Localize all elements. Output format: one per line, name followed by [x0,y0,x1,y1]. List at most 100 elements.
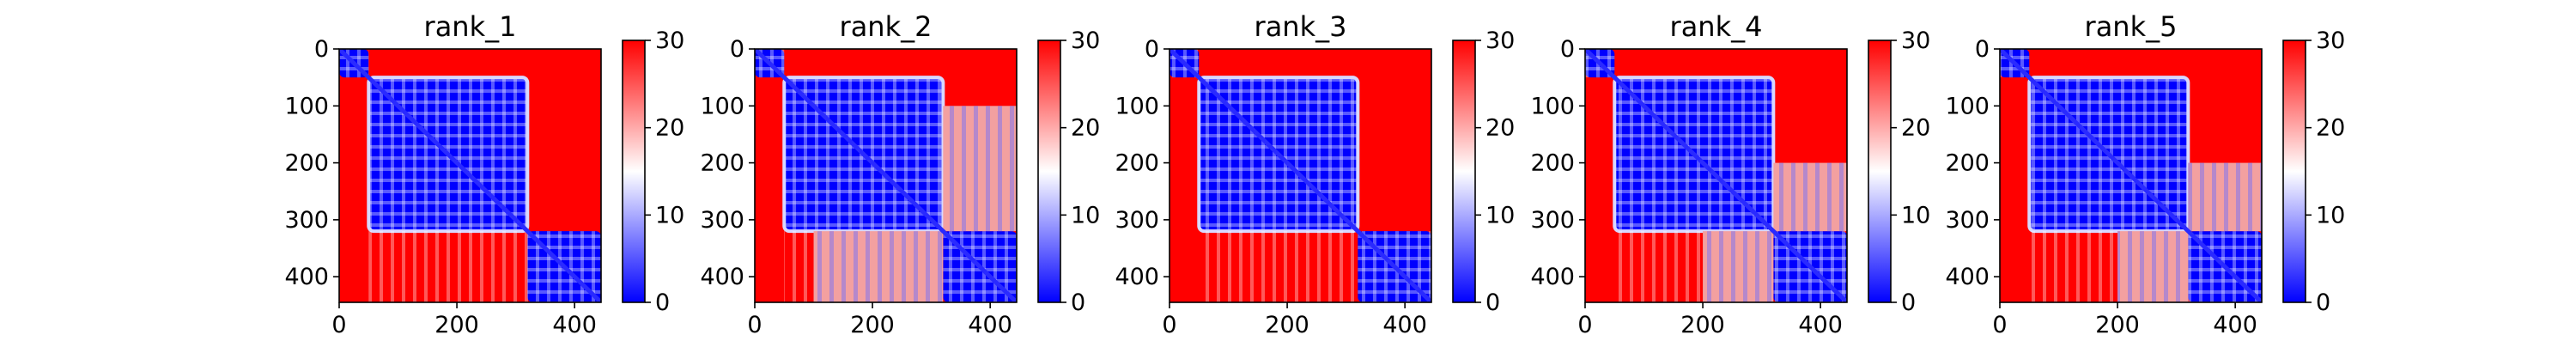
y-tick-label: 400 [284,264,329,290]
heatmap-image [2000,49,2262,302]
x-tick-label: 0 [1992,312,2007,338]
panel-title: rank_5 [2085,10,2178,43]
y-tick-label: 400 [1115,264,1159,290]
colorbar-tick-label: 0 [1071,289,1085,316]
colorbar [1868,40,1891,302]
y-tick-label: 200 [700,150,744,177]
colorbar-tick-label: 20 [1485,115,1515,142]
y-tick-label: 100 [284,93,329,119]
colorbar-frame [1037,40,1061,303]
x-tick-label: 400 [2213,312,2257,338]
mixed-block-lower-texture [1703,231,1774,302]
panel-title: rank_2 [840,10,933,43]
diagonal-line [1585,49,1847,302]
colorbar-tick-label: 20 [1071,115,1100,142]
colorbar-tick-label: 20 [655,115,684,142]
x-tick-label: 400 [968,312,1012,338]
y-tick-label: 400 [700,264,744,290]
colorbar [623,40,645,302]
colorbar [1038,40,1060,302]
axes-frame [754,48,1018,303]
colorbar-tick-label: 0 [655,289,670,316]
colorbar-tick-label: 20 [2316,115,2345,142]
axes-frame [338,48,602,303]
colorbar-frame [1452,40,1476,303]
y-tick-label: 300 [1115,207,1159,234]
y-tick-label: 100 [1530,93,1575,119]
colorbar-tick-label: 30 [655,27,684,54]
heatmap-image [1170,49,1431,302]
y-tick-label: 300 [1530,207,1575,234]
y-tick-label: 200 [1115,150,1159,177]
mixed-block-lower-texture [813,231,944,302]
colorbar-tick-label: 0 [1901,289,1916,316]
x-tick-label: 0 [747,312,762,338]
y-tick-label: 400 [1530,264,1575,290]
colorbar-tick-label: 0 [2316,289,2330,316]
colorbar-tick-label: 30 [1485,27,1515,54]
mixed-block-upper-texture [2188,162,2262,232]
y-tick-label: 200 [1945,150,1990,177]
x-tick-label: 0 [331,312,346,338]
diagonal-line [2000,49,2262,302]
y-tick-label: 300 [284,207,329,234]
x-tick-label: 0 [1577,312,1592,338]
x-tick-label: 200 [434,312,479,338]
colorbar-frame [622,40,646,303]
diagonal-line [1170,49,1431,302]
panel-title: rank_3 [1255,10,1347,43]
x-tick-label: 400 [552,312,597,338]
x-tick-label: 400 [1382,312,1427,338]
x-tick-label: 400 [1798,312,1843,338]
panel-title: rank_4 [1670,10,1763,43]
heatmap-image [339,49,601,302]
offdiag-texture [368,231,528,302]
y-tick-label: 200 [1530,150,1575,177]
y-tick-label: 0 [1560,36,1575,63]
y-tick-label: 0 [1145,36,1159,63]
mixed-block-upper-texture [943,106,1017,232]
y-tick-label: 300 [1945,207,1990,234]
colorbar-tick-label: 10 [2316,202,2345,228]
y-tick-label: 100 [700,93,744,119]
heatmap-image [1585,49,1847,302]
heatmap-image [755,49,1017,302]
y-tick-label: 200 [284,150,329,177]
x-tick-label: 200 [1680,312,1725,338]
axes-frame [1999,48,2263,303]
colorbar-tick-label: 30 [1901,27,1930,54]
colorbar [1453,40,1475,302]
colorbar-tick-label: 30 [2316,27,2345,54]
y-tick-label: 0 [1975,36,1990,63]
colorbar-frame [1868,40,1892,303]
colorbar-tick-label: 30 [1071,27,1100,54]
colorbar-tick-label: 10 [1485,202,1515,228]
offdiag-texture [1199,231,1358,302]
colorbar-frame [2282,40,2306,303]
diagonal-line [755,49,1017,302]
x-tick-label: 200 [850,312,895,338]
y-tick-label: 100 [1945,93,1990,119]
mixed-block-upper-texture [1773,162,1847,232]
y-tick-label: 300 [700,207,744,234]
y-tick-label: 0 [730,36,744,63]
colorbar-tick-label: 10 [1071,202,1100,228]
diagonal-line [339,49,601,302]
colorbar-tick-label: 0 [1485,289,1500,316]
y-tick-label: 0 [314,36,329,63]
x-tick-label: 200 [1265,312,1309,338]
y-tick-label: 100 [1115,93,1159,119]
colorbar-tick-label: 20 [1901,115,1930,142]
colorbar [2283,40,2306,302]
axes-frame [1169,48,1432,303]
axes-frame [1584,48,1848,303]
x-tick-label: 200 [2095,312,2140,338]
colorbar-tick-label: 10 [1901,202,1930,228]
